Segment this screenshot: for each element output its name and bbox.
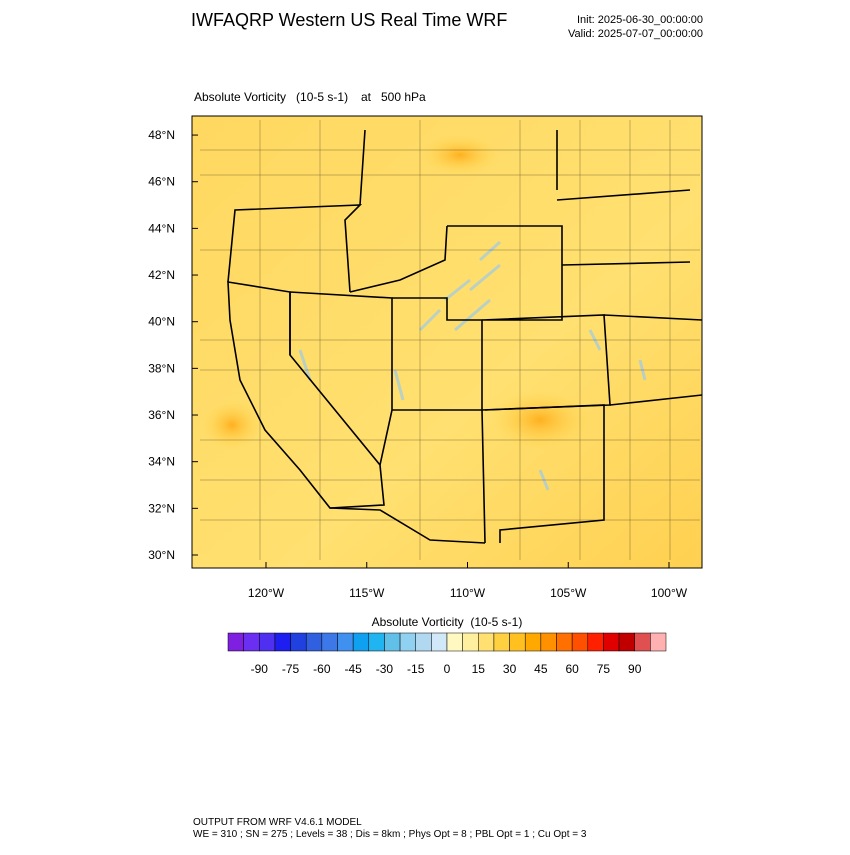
init-time: Init: 2025-06-30_00:00:00 — [577, 14, 703, 26]
lat-label: 42°N — [148, 268, 175, 282]
lat-label: 30°N — [148, 548, 175, 562]
state-borders — [227, 129, 703, 544]
lat-label: 46°N — [148, 175, 175, 189]
colorbar-box — [290, 632, 307, 652]
colorbar-box — [227, 632, 244, 652]
colorbar-label: -90 — [251, 662, 269, 676]
colorbar-box — [368, 632, 385, 652]
lat-label: 48°N — [148, 128, 175, 142]
footer-model: OUTPUT FROM WRF V4.6.1 MODEL — [193, 817, 362, 828]
colorbar-box — [493, 632, 510, 652]
colorbar-box — [431, 632, 448, 652]
colorbar-box — [556, 632, 573, 652]
colorbar-title: Absolute Vorticity (10-5 s-1) — [372, 615, 523, 629]
colorbar-box — [478, 632, 495, 652]
title: IWFAQRP Western US Real Time WRF — [191, 10, 507, 30]
lon-label: 120°W — [248, 586, 285, 600]
lat-label: 36°N — [148, 408, 175, 422]
colorbar-box — [321, 632, 338, 652]
map-frame — [191, 115, 703, 569]
field-blob — [202, 400, 262, 450]
colorbar-label: -60 — [313, 662, 331, 676]
colorbar-box — [650, 632, 667, 652]
lon-label: 100°W — [651, 586, 688, 600]
colorbar-box — [571, 632, 589, 652]
colorbar-box — [603, 632, 620, 652]
colorbar-label: 75 — [597, 662, 611, 676]
colorbar-box — [540, 632, 557, 652]
lat-label: 38°N — [148, 361, 175, 375]
county-borders — [200, 120, 700, 560]
level-label: at 500 hPa — [361, 90, 426, 104]
colorbar-label: -15 — [407, 662, 425, 676]
colorbar-label: 30 — [503, 662, 517, 676]
colorbar-box — [274, 632, 291, 652]
map-field — [192, 116, 702, 568]
lat-label: 34°N — [148, 455, 175, 469]
colorbar-box — [509, 632, 526, 652]
colorbar-label: -75 — [282, 662, 300, 676]
lat-label: 40°N — [148, 315, 175, 329]
colorbar-box — [618, 632, 635, 652]
colorbar-box — [524, 632, 542, 652]
colorbar-box — [462, 632, 479, 652]
colorbar-box — [384, 632, 401, 652]
field-blob — [420, 135, 500, 175]
colorbar-box — [337, 632, 354, 652]
colorbar-box — [259, 632, 276, 652]
colorbar-box — [352, 632, 370, 652]
colorbar-box — [399, 632, 416, 652]
field-blob — [490, 390, 590, 450]
valid-time: Valid: 2025-07-07_00:00:00 — [568, 28, 703, 40]
colorbar-label: 0 — [444, 662, 451, 676]
colorbar-box — [634, 632, 651, 652]
colorbar-label: 60 — [565, 662, 579, 676]
colorbar-box — [415, 632, 432, 652]
lon-label: 115°W — [349, 586, 385, 600]
lat-label: 44°N — [148, 221, 175, 235]
field-label: Absolute Vorticity (10-5 s-1) — [194, 90, 348, 104]
footer-settings: WE = 310 ; SN = 275 ; Levels = 38 ; Dis … — [193, 829, 587, 840]
colorbar-label: 15 — [472, 662, 486, 676]
colorbar-box — [446, 632, 463, 652]
lon-label: 110°W — [450, 586, 486, 600]
colorbar-label: -45 — [344, 662, 362, 676]
colorbar-box — [587, 632, 604, 652]
colorbar-label: -30 — [376, 662, 394, 676]
colorbar-box — [305, 632, 323, 652]
map — [191, 115, 703, 569]
colorbar-box — [243, 632, 260, 652]
lat-label: 32°N — [148, 501, 175, 515]
lon-label: 105°W — [550, 586, 587, 600]
colorbar-label: 45 — [534, 662, 548, 676]
colorbar-label: 90 — [628, 662, 642, 676]
